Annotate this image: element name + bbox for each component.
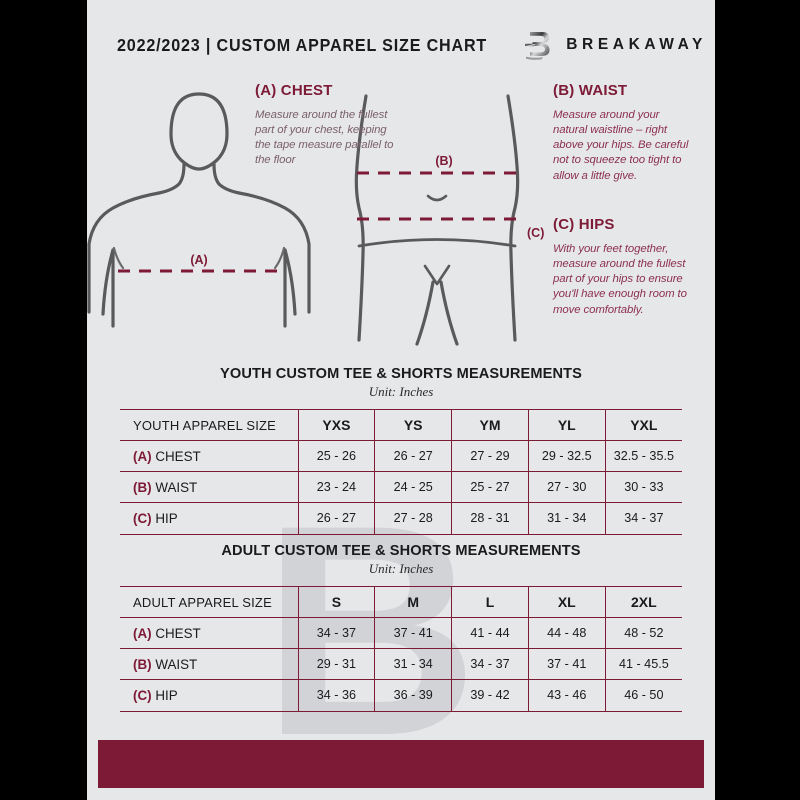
table-cell: 39 - 42 bbox=[451, 679, 529, 711]
row-name: CHEST bbox=[155, 448, 201, 464]
youth-size-table: YOUTH APPAREL SIZE YXS YS YM YL YXL (A) … bbox=[120, 409, 682, 534]
table-cell: 34 - 37 bbox=[297, 617, 375, 649]
row-name: HIP bbox=[155, 510, 178, 526]
row-tag: (B) bbox=[133, 479, 152, 495]
youth-size-header: YS bbox=[374, 409, 452, 441]
row-name: WAIST bbox=[155, 479, 198, 495]
row-label-hip: (C) HIP bbox=[120, 680, 298, 711]
callout-waist-heading: (B) WAIST bbox=[553, 82, 628, 99]
callout-chest-body: Measure around the fullest part of your … bbox=[255, 109, 394, 167]
row-tag: (A) bbox=[133, 448, 152, 464]
table-cell: 26 - 27 bbox=[374, 440, 452, 472]
brand-wordmark: BREAKAWAY bbox=[566, 36, 707, 53]
table-cell: 23 - 24 bbox=[297, 471, 375, 503]
callout-hips: (C) HIPS With your feet together, measur… bbox=[553, 216, 701, 318]
adult-size-header: 2XL bbox=[604, 586, 682, 618]
adult-size-table: ADULT APPAREL SIZE S M L XL 2XL (A) CHES… bbox=[120, 586, 682, 711]
table-cell: 25 - 27 bbox=[451, 471, 529, 503]
table-cell: 24 - 25 bbox=[374, 471, 452, 503]
row-label-hip: (C) HIP bbox=[120, 503, 298, 534]
youth-size-header: YL bbox=[527, 409, 606, 441]
table-cell: 27 - 28 bbox=[374, 502, 452, 534]
callout-waist: (B) WAIST Measure around your natural wa… bbox=[553, 82, 695, 184]
table-cell: 48 - 52 bbox=[604, 617, 682, 649]
youth-table-bottom-rule bbox=[120, 533, 682, 535]
youth-table-unit: Unit: Inches bbox=[368, 384, 434, 399]
youth-size-header: YM bbox=[451, 409, 529, 441]
callout-hips-heading: (C) HIPS bbox=[553, 216, 615, 233]
chest-marker-label: (A) bbox=[190, 253, 207, 267]
row-name: WAIST bbox=[155, 656, 198, 672]
measurement-diagram: (A) (B) (C) bbox=[87, 68, 715, 368]
row-name: HIP bbox=[155, 687, 178, 703]
table-cell: 26 - 27 bbox=[297, 502, 375, 534]
footer-accent-bar bbox=[98, 740, 704, 788]
table-cell: 34 - 37 bbox=[604, 502, 682, 534]
table-cell: 31 - 34 bbox=[527, 502, 606, 534]
callout-chest: (A) CHEST Measure around the fullest par… bbox=[255, 82, 405, 169]
table-cell: 30 - 33 bbox=[604, 471, 682, 503]
row-tag: (B) bbox=[133, 656, 152, 672]
table-row: (B) WAIST 23 - 24 24 - 25 25 - 27 27 - 3… bbox=[120, 471, 682, 503]
adult-label-header: ADULT APPAREL SIZE bbox=[120, 586, 298, 618]
adult-size-header: M bbox=[374, 586, 452, 618]
row-tag: (C) bbox=[133, 510, 152, 526]
row-tag: (C) bbox=[133, 687, 152, 703]
adult-size-table-block: ADULT CUSTOM TEE & SHORTS MEASUREMENTS U… bbox=[87, 543, 715, 712]
table-cell: 32.5 - 35.5 bbox=[604, 440, 682, 472]
adult-table-unit: Unit: Inches bbox=[368, 561, 434, 576]
page-header: 2022/2023 | CUSTOM APPAREL SIZE CHART BR… bbox=[87, 28, 715, 62]
page-title: 2022/2023 | CUSTOM APPAREL SIZE CHART bbox=[117, 34, 488, 55]
table-cell: 34 - 37 bbox=[451, 648, 529, 680]
breakaway-b-monogram-icon bbox=[525, 32, 550, 60]
youth-label-header: YOUTH APPAREL SIZE bbox=[120, 409, 298, 441]
adult-size-header: XL bbox=[527, 586, 606, 618]
adult-table-bottom-rule bbox=[120, 710, 682, 712]
table-cell: 43 - 46 bbox=[527, 679, 606, 711]
youth-table-title: YOUTH CUSTOM TEE & SHORTS MEASUREMENTS bbox=[220, 366, 582, 382]
table-cell: 37 - 41 bbox=[374, 617, 452, 649]
table-row: (A) CHEST 25 - 26 26 - 27 27 - 29 29 - 3… bbox=[120, 440, 682, 472]
table-row: (A) CHEST 34 - 37 37 - 41 41 - 44 44 - 4… bbox=[120, 617, 682, 649]
table-cell: 28 - 31 bbox=[451, 502, 529, 534]
adult-size-header: S bbox=[297, 586, 375, 618]
row-tag: (A) bbox=[133, 625, 152, 641]
row-name: CHEST bbox=[155, 625, 201, 641]
adult-size-header: L bbox=[451, 586, 529, 618]
table-cell: 25 - 26 bbox=[297, 440, 375, 472]
size-chart-page: B 2022/2023 | CUSTOM APPAREL SIZE CHART … bbox=[87, 0, 715, 800]
hips-marker-label: (C) bbox=[527, 226, 544, 240]
youth-size-table-block: YOUTH CUSTOM TEE & SHORTS MEASUREMENTS U… bbox=[87, 366, 715, 535]
table-cell: 41 - 44 bbox=[451, 617, 529, 649]
waist-marker-label: (B) bbox=[435, 154, 452, 168]
row-label-chest: (A) CHEST bbox=[120, 440, 298, 472]
table-header-row: ADULT APPAREL SIZE S M L XL 2XL bbox=[120, 586, 682, 618]
table-cell: 29 - 31 bbox=[297, 648, 375, 680]
table-cell: 31 - 34 bbox=[374, 648, 452, 680]
table-cell: 27 - 30 bbox=[527, 471, 606, 503]
callout-waist-body: Measure around your natural waistline – … bbox=[553, 109, 689, 182]
row-label-waist: (B) WAIST bbox=[120, 471, 298, 503]
body-figures: (A) (B) (C) bbox=[87, 92, 544, 346]
table-cell: 41 - 45.5 bbox=[604, 648, 682, 680]
table-cell: 34 - 36 bbox=[297, 679, 375, 711]
youth-size-header: YXS bbox=[297, 409, 375, 441]
table-row: (B) WAIST 29 - 31 31 - 34 34 - 37 37 - 4… bbox=[120, 648, 682, 680]
callout-hips-body: With your feet together, measure around … bbox=[553, 243, 687, 316]
table-cell: 27 - 29 bbox=[451, 440, 529, 472]
table-cell: 44 - 48 bbox=[527, 617, 606, 649]
row-label-waist: (B) WAIST bbox=[120, 648, 298, 680]
table-cell: 29 - 32.5 bbox=[527, 440, 606, 472]
row-label-chest: (A) CHEST bbox=[120, 617, 298, 649]
table-row: (C) HIP 26 - 27 27 - 28 28 - 31 31 - 34 … bbox=[120, 502, 682, 534]
table-header-row: YOUTH APPAREL SIZE YXS YS YM YL YXL bbox=[120, 409, 682, 441]
youth-size-header: YXL bbox=[604, 409, 682, 441]
callout-chest-heading: (A) CHEST bbox=[255, 82, 333, 99]
table-cell: 46 - 50 bbox=[604, 679, 682, 711]
table-cell: 37 - 41 bbox=[527, 648, 606, 680]
table-cell: 36 - 39 bbox=[374, 679, 452, 711]
brand-logo: BREAKAWAY bbox=[523, 28, 709, 62]
table-row: (C) HIP 34 - 36 36 - 39 39 - 42 43 - 46 … bbox=[120, 679, 682, 711]
adult-table-title: ADULT CUSTOM TEE & SHORTS MEASUREMENTS bbox=[221, 543, 581, 559]
